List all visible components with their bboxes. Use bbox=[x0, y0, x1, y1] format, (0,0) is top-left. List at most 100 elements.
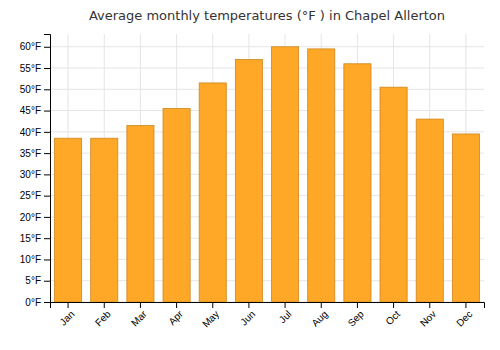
y-tick: 35°F bbox=[20, 148, 50, 159]
y-tick-label: 60°F bbox=[20, 41, 41, 52]
x-tick: Jul bbox=[277, 302, 294, 325]
x-tick-label: Jan bbox=[57, 308, 76, 327]
grid bbox=[50, 34, 484, 302]
y-tick: 20°F bbox=[20, 212, 50, 223]
y-tick-mark bbox=[44, 302, 50, 303]
bar bbox=[127, 125, 154, 302]
grid-line bbox=[50, 46, 484, 47]
x-tick: Dec bbox=[454, 302, 474, 329]
x-tick-label: Nov bbox=[418, 308, 438, 328]
x-tick: Aug bbox=[309, 302, 329, 329]
grid-line bbox=[50, 89, 484, 90]
x-tick: Feb bbox=[93, 302, 113, 328]
x-tick-label: Mar bbox=[129, 308, 149, 328]
x-tick-mark bbox=[104, 302, 105, 308]
y-tick: 60°F bbox=[20, 41, 50, 52]
y-tick-label: 0°F bbox=[25, 297, 41, 308]
x-tick-label: Apr bbox=[166, 308, 185, 327]
x-tick-label: Feb bbox=[93, 308, 113, 328]
y-tick: 15°F bbox=[20, 233, 50, 244]
x-tick: Oct bbox=[383, 302, 402, 327]
bar bbox=[235, 60, 262, 302]
y-tick: 50°F bbox=[20, 84, 50, 95]
x-tick-label: Jul bbox=[277, 308, 294, 325]
y-tick-label: 50°F bbox=[20, 84, 41, 95]
x-tick-mark bbox=[429, 302, 430, 308]
bar bbox=[91, 138, 118, 302]
y-tick: 10°F bbox=[20, 254, 50, 265]
bar bbox=[380, 87, 407, 302]
y-tick: 30°F bbox=[20, 169, 50, 180]
y-tick: 25°F bbox=[20, 190, 50, 201]
y-tick-mark bbox=[44, 89, 50, 90]
y-tick-mark bbox=[44, 281, 50, 282]
x-tick: Sep bbox=[346, 302, 367, 329]
y-tick-label: 25°F bbox=[20, 190, 41, 201]
grid-line bbox=[50, 68, 484, 69]
y-tick-label: 30°F bbox=[20, 169, 41, 180]
y-tick-label: 15°F bbox=[20, 233, 41, 244]
y-tick: 0°F bbox=[25, 297, 50, 308]
y-axis-line bbox=[44, 35, 51, 303]
x-tick-label: Sep bbox=[346, 308, 367, 329]
y-tick-label: 20°F bbox=[20, 212, 41, 223]
bar bbox=[272, 47, 299, 302]
y-tick-mark bbox=[44, 259, 50, 260]
y-tick-mark bbox=[44, 238, 50, 239]
y-tick-label: 10°F bbox=[20, 254, 41, 265]
x-tick: May bbox=[200, 302, 221, 330]
y-tick-mark bbox=[44, 47, 50, 48]
x-axis-line bbox=[51, 303, 485, 309]
x-tick-mark bbox=[212, 302, 213, 308]
x-tick: Nov bbox=[418, 302, 438, 329]
x-tick-label: Aug bbox=[309, 308, 329, 328]
chart: Jan Feb Mar Apr May Jun Jul Aug Sep Oct Nov Dec 0°F 5… bbox=[0, 0, 500, 350]
bar bbox=[452, 134, 479, 302]
y-tick-label: 35°F bbox=[20, 148, 41, 159]
bar bbox=[55, 138, 82, 302]
y-tick: 5°F bbox=[25, 275, 50, 286]
bar bbox=[416, 119, 443, 302]
x-tick-label: Oct bbox=[383, 308, 402, 327]
x-axis: Jan Feb Mar Apr May Jun Jul Aug Sep Oct Nov Dec bbox=[51, 302, 485, 330]
title: Average monthly temperatures (°F ) in Ch… bbox=[89, 8, 445, 23]
y-tick-label: 40°F bbox=[20, 127, 41, 138]
plot: Jan Feb Mar Apr May Jun Jul Aug Sep Oct Nov Dec 0°F 5… bbox=[20, 34, 485, 330]
x-tick-mark bbox=[357, 302, 358, 308]
x-tick: Jan bbox=[57, 302, 76, 328]
y-tick-label: 5°F bbox=[25, 275, 41, 286]
x-tick-mark bbox=[176, 302, 177, 308]
y-tick-label: 55°F bbox=[20, 63, 41, 74]
y-axis: 0°F 5°F 10°F 15°F 20°F 25°F 30°F 35°F 40°F 45°F 50… bbox=[20, 35, 51, 308]
bar bbox=[163, 108, 190, 302]
y-tick-mark bbox=[44, 132, 50, 133]
x-tick-mark bbox=[393, 302, 394, 308]
x-tick: Mar bbox=[129, 302, 149, 328]
x-tick-mark bbox=[465, 302, 466, 308]
y-tick-mark bbox=[44, 217, 50, 218]
grid-line bbox=[50, 110, 484, 111]
x-tick: Apr bbox=[166, 302, 185, 327]
y-tick-label: 45°F bbox=[20, 105, 41, 116]
x-tick-label: May bbox=[200, 308, 221, 329]
x-tick-mark bbox=[285, 302, 286, 308]
bar bbox=[199, 83, 226, 302]
x-tick: Jun bbox=[238, 302, 257, 328]
y-tick: 55°F bbox=[20, 63, 50, 74]
x-tick-mark bbox=[321, 302, 322, 308]
x-tick-label: Jun bbox=[238, 308, 257, 327]
x-tick-mark bbox=[140, 302, 141, 308]
bars bbox=[55, 47, 480, 302]
x-tick-mark bbox=[248, 302, 249, 308]
bar bbox=[344, 64, 371, 302]
y-tick-mark bbox=[44, 111, 50, 112]
x-tick-label: Dec bbox=[454, 308, 474, 328]
bar bbox=[308, 49, 335, 302]
y-tick-mark bbox=[44, 153, 50, 154]
y-tick-mark bbox=[44, 174, 50, 175]
y-tick: 45°F bbox=[20, 105, 50, 116]
y-tick-mark bbox=[44, 196, 50, 197]
y-tick-mark bbox=[44, 68, 50, 69]
y-tick: 40°F bbox=[20, 127, 50, 138]
x-tick-mark bbox=[68, 302, 69, 308]
